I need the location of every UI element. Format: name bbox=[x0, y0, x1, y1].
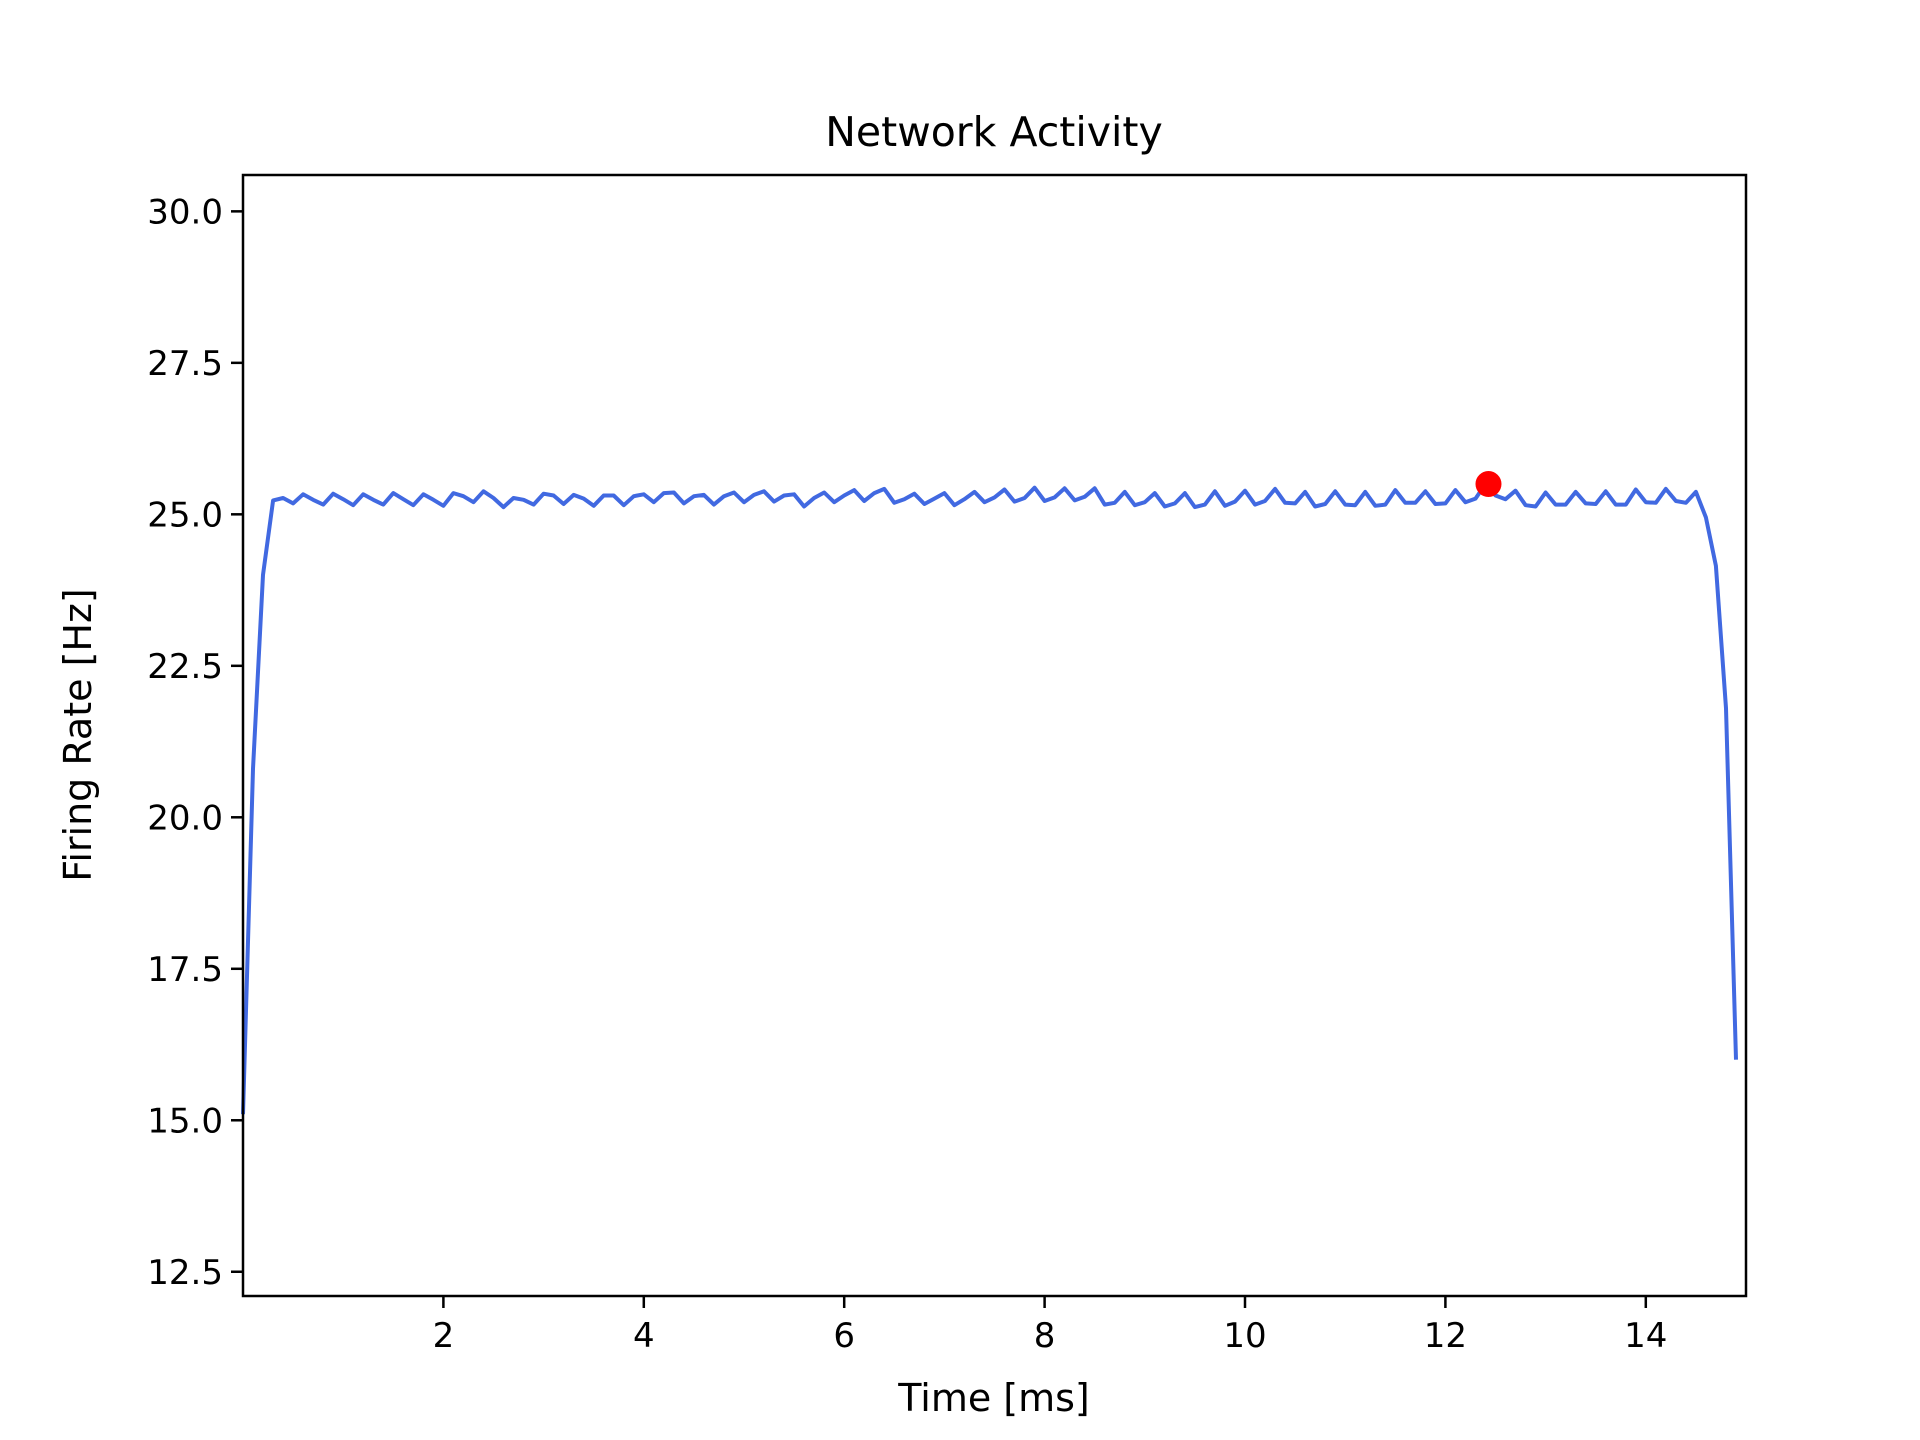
y-tick-label: 22.5 bbox=[147, 647, 223, 687]
highlight-point bbox=[1475, 471, 1502, 498]
x-tick-label: 6 bbox=[833, 1316, 855, 1356]
y-tick-label: 15.0 bbox=[147, 1101, 223, 1141]
y-tick-label: 20.0 bbox=[147, 798, 223, 838]
x-tick-label: 10 bbox=[1223, 1316, 1266, 1356]
x-tick-label: 12 bbox=[1424, 1316, 1467, 1356]
y-tick-label: 25.0 bbox=[147, 495, 223, 535]
x-tick-label: 14 bbox=[1624, 1316, 1667, 1356]
y-tick-label: 30.0 bbox=[147, 192, 223, 232]
y-tick-label: 17.5 bbox=[147, 950, 223, 990]
y-tick-label: 12.5 bbox=[147, 1253, 223, 1293]
x-tick-label: 4 bbox=[633, 1316, 655, 1356]
chart-title: Network Activity bbox=[825, 108, 1163, 156]
axes-frame bbox=[241, 173, 1748, 1298]
x-axis-ticks: 2 4 6 8 10 12 14 bbox=[433, 1296, 1667, 1356]
y-tick-label: 27.5 bbox=[147, 344, 223, 384]
x-tick-label: 8 bbox=[1034, 1316, 1056, 1356]
plot-area bbox=[241, 471, 1738, 1115]
x-axis-label: Time [ms] bbox=[897, 1376, 1090, 1420]
x-tick-label: 2 bbox=[433, 1316, 455, 1356]
y-axis-ticks: 12.5 15.0 17.5 20.0 22.5 25.0 27.5 30.0 bbox=[147, 192, 243, 1293]
y-axis-label: Firing Rate [Hz] bbox=[56, 588, 100, 882]
